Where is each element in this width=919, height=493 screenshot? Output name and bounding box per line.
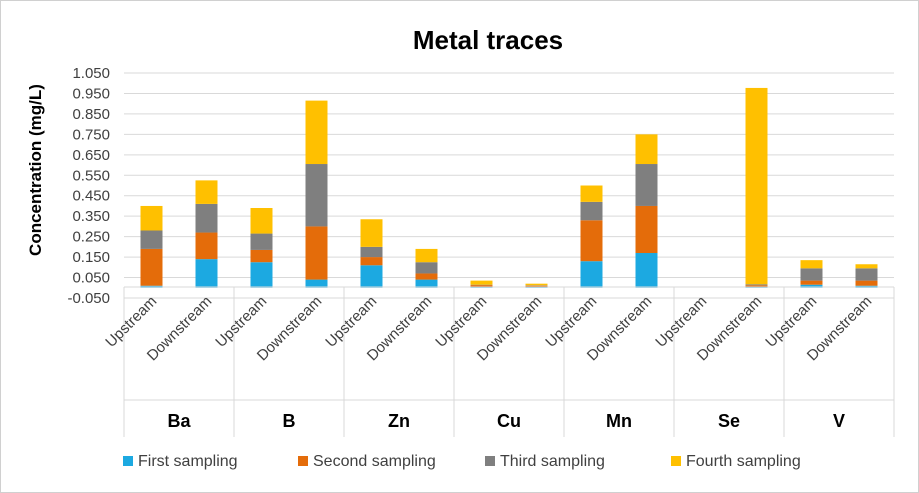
group-label: V	[833, 411, 845, 431]
bar-segment	[800, 284, 823, 288]
group-label: Cu	[497, 411, 521, 431]
y-axis-label: Concentration (mg/L)	[26, 84, 45, 256]
bar-segment	[470, 285, 493, 287]
category-label: Upstream	[102, 293, 160, 351]
bar-segment	[360, 265, 383, 288]
bar-segment	[580, 261, 603, 288]
y-tick-label: 1.050	[72, 65, 110, 82]
legend-label: Second sampling	[313, 453, 436, 470]
bar-segment	[745, 285, 768, 288]
y-tick-label: 0.950	[72, 85, 110, 102]
y-tick-label: -0.050	[67, 290, 110, 307]
bar-segment	[635, 205, 658, 253]
gridlines	[124, 72, 894, 299]
bar-segment	[305, 279, 328, 288]
bar-segment	[415, 248, 438, 263]
bar-segment	[195, 232, 218, 260]
group-label: Ba	[167, 411, 191, 431]
group-label: Zn	[388, 411, 410, 431]
legend-label: First sampling	[138, 453, 238, 470]
bar-segment	[195, 203, 218, 233]
bar-segment	[305, 100, 328, 165]
bar-segment	[360, 246, 383, 258]
y-tick-label: 0.450	[72, 188, 110, 205]
y-tick-label: 0.050	[72, 270, 110, 287]
bar-marks	[140, 87, 878, 288]
category-label: Upstream	[652, 293, 710, 351]
bar-segment	[305, 226, 328, 280]
bar-segment	[800, 268, 823, 281]
bar-segment	[140, 205, 163, 231]
category-label: Upstream	[432, 293, 490, 351]
bar-segment	[635, 134, 658, 165]
bar-segment	[415, 273, 438, 280]
bar-segment	[360, 219, 383, 247]
bar-segment	[250, 249, 273, 263]
bar-segment	[250, 233, 273, 250]
bar-segment	[580, 201, 603, 221]
bar-segment	[855, 268, 878, 281]
bar-segment	[415, 262, 438, 274]
bar-segment	[360, 257, 383, 266]
bar-segment	[250, 262, 273, 288]
chart-title: Metal traces	[413, 25, 563, 55]
group-label: B	[283, 411, 296, 431]
legend-swatch	[123, 456, 133, 466]
bar-segment	[305, 164, 328, 227]
bar-segment	[470, 280, 493, 285]
bar-segment	[195, 259, 218, 288]
legend-label: Third sampling	[500, 453, 605, 470]
bar-segment	[250, 208, 273, 234]
y-tick-label: 0.850	[72, 106, 110, 123]
category-label: Upstream	[322, 293, 380, 351]
legend-swatch	[485, 456, 495, 466]
group-label: Mn	[606, 411, 632, 431]
bar-segment	[800, 260, 823, 269]
y-tick-label: 0.150	[72, 249, 110, 266]
bar-segment	[140, 248, 163, 286]
group-label: Se	[718, 411, 740, 431]
legend-swatch	[671, 456, 681, 466]
bar-segment	[855, 280, 878, 286]
bar-segment	[745, 87, 768, 285]
bar-segment	[800, 280, 823, 285]
y-tick-label: 0.350	[72, 208, 110, 225]
bar-segment	[635, 164, 658, 206]
legend: First sampling Second sampling Third sampl…	[123, 453, 801, 470]
category-label: Upstream	[212, 293, 270, 351]
y-tick-label: 0.250	[72, 229, 110, 246]
bar-segment	[525, 283, 548, 286]
y-tick-label: 0.750	[72, 126, 110, 143]
bar-segment	[415, 279, 438, 288]
legend-swatch	[298, 456, 308, 466]
bar-segment	[580, 220, 603, 262]
bar-segment	[745, 284, 768, 286]
y-tick-label: 0.650	[72, 147, 110, 164]
bar-segment	[140, 230, 163, 249]
bar-segment	[580, 185, 603, 202]
category-label: Upstream	[762, 293, 820, 351]
y-tick-label: 0.550	[72, 167, 110, 184]
axes: -0.050 0.050 0.150 0.250 0.350 0.450 0.550 0.65…	[67, 65, 895, 437]
legend-label: Fourth sampling	[686, 453, 801, 470]
bar-segment	[855, 264, 878, 269]
bar-segment	[635, 253, 658, 288]
bar-segment	[195, 180, 218, 204]
category-label: Upstream	[542, 293, 600, 351]
